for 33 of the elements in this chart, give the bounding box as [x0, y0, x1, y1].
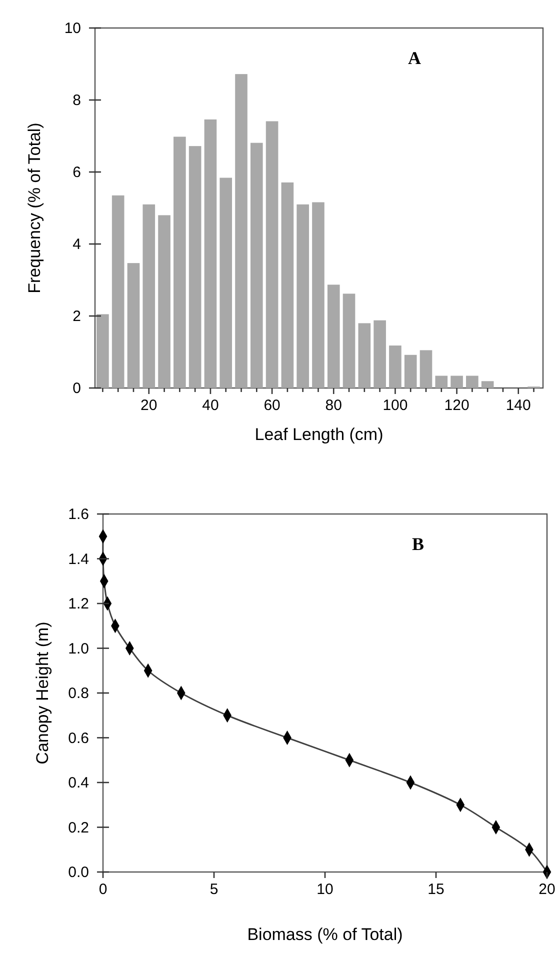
y-tick-label: 1.2 [68, 596, 89, 612]
x-tick-label: 100 [382, 397, 408, 414]
y-tick-label: 1.0 [68, 640, 89, 658]
y-axis-title: Frequency (% of Total) [25, 122, 44, 294]
y-tick-label: 0.6 [68, 730, 89, 747]
y-tick-label: 1.6 [68, 506, 89, 523]
x-tick-label: 80 [325, 397, 342, 414]
y-tick-label: 0.4 [68, 774, 89, 792]
x-tick-label: 10 [316, 881, 334, 898]
x-tick-label: 15 [428, 881, 444, 898]
y-tick-label: 0.8 [68, 685, 89, 702]
x-tick-label: 20 [140, 397, 158, 414]
x-tick-label: 40 [202, 397, 219, 414]
y-tick-label: 0 [72, 380, 81, 397]
y-tick-label: 1.4 [68, 550, 89, 568]
x-tick-label: 140 [506, 397, 531, 414]
annotation: A [408, 48, 421, 68]
x-tick-label: 120 [444, 397, 470, 414]
annotation: B [412, 534, 424, 554]
x-tick-label: 20 [538, 881, 556, 898]
x-tick-label: 60 [264, 397, 280, 414]
x-tick-label: 5 [210, 881, 218, 898]
x-axis-title: Leaf Length (cm) [254, 425, 384, 444]
y-tick-label: 0.0 [68, 864, 89, 881]
y-tick-label: 2 [72, 308, 81, 325]
y-tick-label: 10 [64, 20, 81, 37]
y-tick-label: 4 [72, 236, 81, 253]
y-axis-title: Canopy Height (m) [33, 622, 52, 764]
y-tick-label: 8 [72, 92, 81, 109]
x-tick-label: 0 [98, 881, 108, 898]
y-tick-label: 6 [72, 164, 81, 181]
x-axis-title: Biomass (% of Total) [247, 925, 403, 944]
y-tick-label: 0.2 [68, 819, 89, 836]
